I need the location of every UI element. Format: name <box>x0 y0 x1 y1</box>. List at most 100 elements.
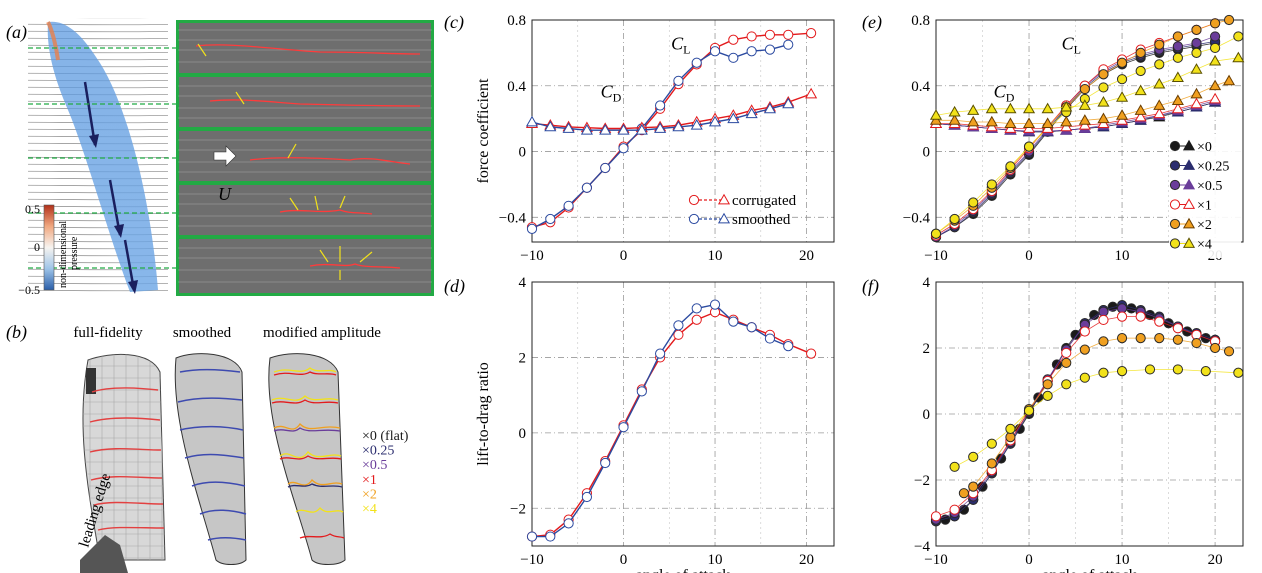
data-point <box>1172 31 1183 42</box>
data-point <box>1079 83 1090 95</box>
data-point <box>1116 333 1128 344</box>
data-point-triangle <box>544 120 557 132</box>
pterostigma <box>86 368 96 394</box>
series-line <box>954 369 1239 468</box>
data-point <box>673 320 684 331</box>
data-point <box>986 179 997 190</box>
data-point <box>1191 337 1202 349</box>
data-point-triangle <box>1078 114 1091 125</box>
data-point <box>1233 367 1244 378</box>
data-point <box>1172 334 1183 345</box>
legend-swatch-circle <box>1169 238 1181 249</box>
panel-label-f: (f) <box>862 276 879 297</box>
data-point-triangle <box>763 102 777 114</box>
data-point-triangle <box>1097 96 1110 107</box>
data-point <box>1005 161 1016 172</box>
data-point <box>1135 333 1146 344</box>
data-point-triangle <box>1171 71 1184 82</box>
y-tick-label: 4 <box>923 275 931 291</box>
flow-visualisation-strips: U <box>176 20 434 296</box>
airfoil-sections <box>195 44 421 269</box>
legend-swatch-triangle <box>1182 159 1196 170</box>
y-tick-label: −2 <box>510 501 526 517</box>
y-tick-label: 2 <box>923 341 931 357</box>
data-point-triangle <box>1171 102 1184 114</box>
legend-label: corrugated <box>732 193 797 209</box>
data-point <box>986 458 997 469</box>
legend-label: ×0 <box>1197 140 1212 155</box>
data-point-triangle <box>948 114 961 125</box>
data-point <box>691 303 702 314</box>
data-point <box>1135 47 1146 58</box>
series-cd-2 <box>929 74 1236 128</box>
colorbar-label-1: non-dimensional <box>58 221 69 288</box>
data-point <box>930 228 942 239</box>
series-line <box>531 93 812 130</box>
legend-swatch-circle <box>1169 199 1181 210</box>
y-tick-label: 0 <box>519 145 527 161</box>
data-point-triangle <box>727 112 740 124</box>
legend-swatch-triangle <box>1182 178 1196 190</box>
wing-pressure-map <box>47 21 158 292</box>
data-point-triangle <box>525 115 539 127</box>
data-point-triangle <box>967 104 980 115</box>
legend-swatch-triangle <box>1182 139 1196 151</box>
data-point-triangle <box>1022 117 1036 128</box>
data-point <box>764 29 776 40</box>
series-cd-4 <box>929 51 1245 120</box>
data-point-triangle <box>1222 74 1236 86</box>
data-point-triangle <box>1078 99 1091 110</box>
wing-modified-amplitude <box>268 353 346 565</box>
data-point <box>1042 390 1053 401</box>
flow-arrow <box>213 145 237 167</box>
wing-title-modified-amplitude: modified amplitude <box>263 325 381 341</box>
amplitude-legend: ×0 (flat)×0.25×0.5×1×2×4 <box>362 429 409 517</box>
data-point <box>563 200 574 211</box>
data-point <box>709 46 721 57</box>
series-line <box>531 311 812 538</box>
data-point <box>1098 69 1109 80</box>
data-point-triangle <box>1153 107 1166 119</box>
x-tick-label: 20 <box>799 248 814 264</box>
pressure-colorbar: 0.5 0 −0.5 non-dimensional pressure <box>18 202 80 297</box>
x-tick-label: 10 <box>1115 552 1130 568</box>
data-point <box>1116 57 1128 68</box>
data-point <box>728 52 739 63</box>
data-point <box>1061 357 1072 368</box>
data-point <box>1098 82 1109 93</box>
amplitude-legend-item: ×1 <box>362 473 377 488</box>
data-point <box>958 488 970 499</box>
flow-arrow-icon <box>213 145 237 167</box>
data-point <box>746 31 757 42</box>
legend-label: ×0.25 <box>1197 160 1229 175</box>
data-point <box>1061 379 1072 390</box>
vortex-arrow-1 <box>83 81 97 146</box>
x-tick-label: 20 <box>799 552 814 568</box>
data-point-triangle <box>985 115 998 127</box>
legend-swatch-circle <box>1169 179 1181 191</box>
data-point-triangle <box>580 123 593 135</box>
wing-full-fidelity: leading edge <box>77 353 166 573</box>
legend-label: ×4 <box>1197 238 1212 253</box>
data-point-triangle <box>654 122 667 133</box>
data-point-triangle <box>1041 102 1054 114</box>
data-point-triangle <box>1134 84 1147 96</box>
data-point <box>1061 347 1072 359</box>
data-point-triangle <box>1041 117 1054 128</box>
amplitude-legend-item: ×0 (flat) <box>362 429 409 444</box>
data-point <box>1023 405 1035 416</box>
curve-annotation: CL <box>671 34 690 57</box>
amplitude-legend-item: ×4 <box>362 502 377 517</box>
data-point <box>1223 346 1235 357</box>
data-point <box>1209 42 1221 54</box>
data-point <box>783 39 794 50</box>
data-point <box>1209 31 1221 42</box>
x-tick-label: 10 <box>708 552 723 568</box>
x-tick-label: 0 <box>620 552 628 568</box>
colorbar-gradient <box>43 204 55 291</box>
data-point-triangle <box>672 120 685 132</box>
data-point <box>949 213 960 225</box>
series-line <box>936 98 1216 129</box>
x-tick-label: −10 <box>520 552 543 568</box>
